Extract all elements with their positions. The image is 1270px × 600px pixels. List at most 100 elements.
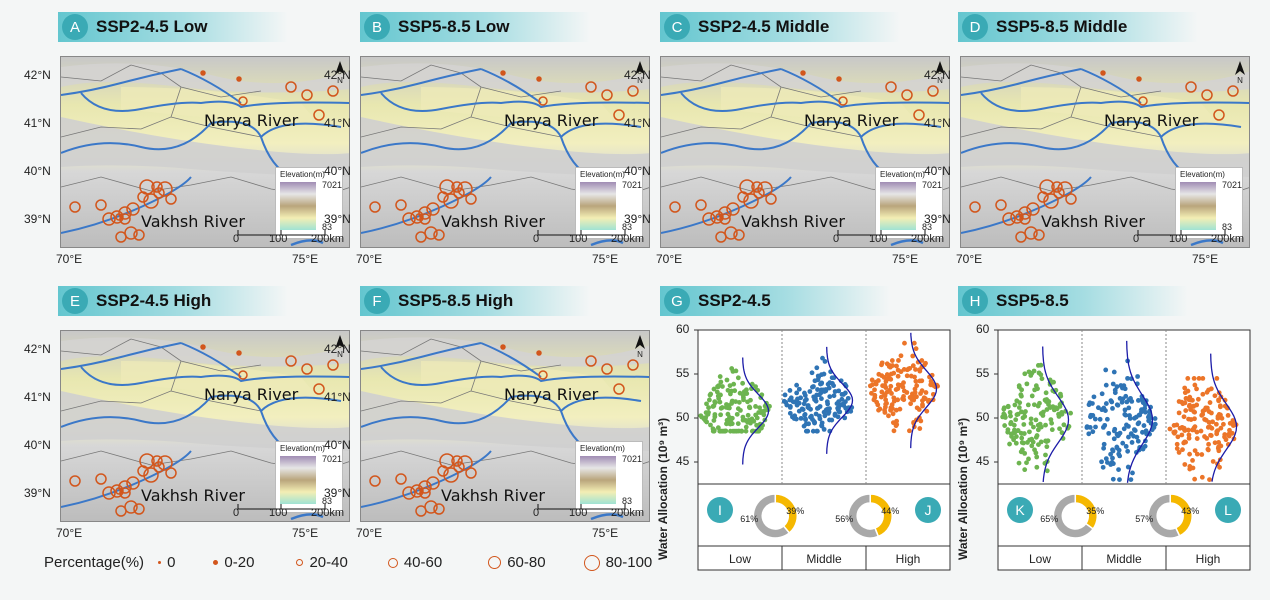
data-point [744,391,750,396]
category-label: Middle [1106,552,1142,566]
data-point [1147,414,1153,420]
scale-label-0: 0 [233,233,240,245]
data-point [1102,422,1108,428]
data-point [727,418,733,423]
chart-panel: 61% 39% I 56% 44% J Low Middle High 60 55 50 45 Water… [656,322,951,571]
legend-item: 20-40 [296,554,348,571]
data-point [717,399,723,405]
percentage-circle [395,199,407,211]
data-point [813,411,819,417]
data-point [1119,399,1125,405]
percentage-circle [102,212,116,226]
percentage-circle [724,226,738,240]
donut-gold-label: 35% [1086,506,1104,516]
percentage-circle [627,85,639,97]
data-point [898,369,904,375]
data-point [782,392,788,398]
percentage-circle [165,193,177,205]
data-point [735,421,741,427]
donut-slice-gray [752,493,791,539]
data-point [1185,376,1191,381]
data-point [1101,441,1107,447]
data-point [1033,434,1039,440]
valley-band [121,361,321,401]
data-point [710,426,716,432]
percentage-circle [1100,70,1106,76]
percentage-circle [613,383,625,395]
elevation-colorbar [580,182,616,230]
scale-label-100: 100 [269,507,288,519]
latitude-label: 42°N [24,68,51,82]
data-point [1099,391,1105,397]
data-point [806,421,812,427]
data-point [798,415,804,421]
data-point [1019,435,1025,441]
data-point [1175,434,1181,440]
percentage-circle [800,70,806,76]
scale-bar-line [237,230,326,236]
percentage-legend: Percentage(%) 0 0-20 20-40 40-60 60-80 8… [44,554,652,571]
mountain-band [61,117,349,177]
panel-title: SSP5-8.5 Middle [996,17,1128,36]
data-point [1028,373,1034,378]
data-point [1007,441,1012,447]
data-point [731,381,737,387]
data-point [1057,404,1063,409]
percentage-circle [424,226,438,240]
scale-bar [237,230,326,236]
river [61,176,192,234]
percentage-circle [465,193,477,205]
panel-badge: C [664,14,690,40]
percentage-circle [627,359,639,371]
data-point [715,393,721,399]
latitude-label: 40°N [924,164,951,178]
percentage-circle [110,210,124,224]
mountain-band [961,117,1249,177]
percentage-circle [110,484,124,498]
percentage-circle [301,89,313,101]
data-point [1008,413,1013,419]
data-point [1038,439,1044,445]
river [1190,239,1224,247]
data-point [1047,405,1053,410]
data-point [1018,449,1024,455]
data-point [1038,372,1044,378]
data-point [1049,427,1055,433]
data-point [1194,429,1200,435]
data-point [1086,431,1092,437]
percentage-circle [1024,226,1038,240]
data-point [1200,391,1206,397]
data-point [1110,405,1115,411]
percentage-circle [200,70,206,76]
data-point [1043,452,1048,458]
scale-label-100: 100 [569,507,588,519]
data-point [756,410,762,415]
data-point [703,415,709,420]
percentage-circle [719,213,731,225]
density-curve [1042,346,1070,483]
elevation-max: 7021 [622,180,643,190]
data-point [831,393,837,399]
map-panel: N Narya River Vakhsh River Elevation(m) 7021… [60,56,350,248]
data-point [712,414,718,420]
percentage-circle [419,487,431,499]
percentage-circle [236,350,242,356]
panel-badge: H [962,288,988,314]
percentage-circle [301,363,313,375]
percentage-circle [585,81,597,93]
data-point [729,388,734,394]
elevation-min: 83 [922,222,933,232]
data-point [879,360,885,366]
percentage-circle [424,500,438,514]
data-point [801,423,807,429]
data-point [1120,440,1126,446]
data-point [895,386,901,392]
data-point [836,388,842,394]
longitude-label: 75°E [292,252,319,266]
scale-label-200: 200km [311,233,345,245]
data-point [904,390,910,395]
percentage-circle [236,76,242,82]
percentage-circle [733,229,745,241]
data-point [841,392,846,397]
data-point [1192,382,1198,388]
